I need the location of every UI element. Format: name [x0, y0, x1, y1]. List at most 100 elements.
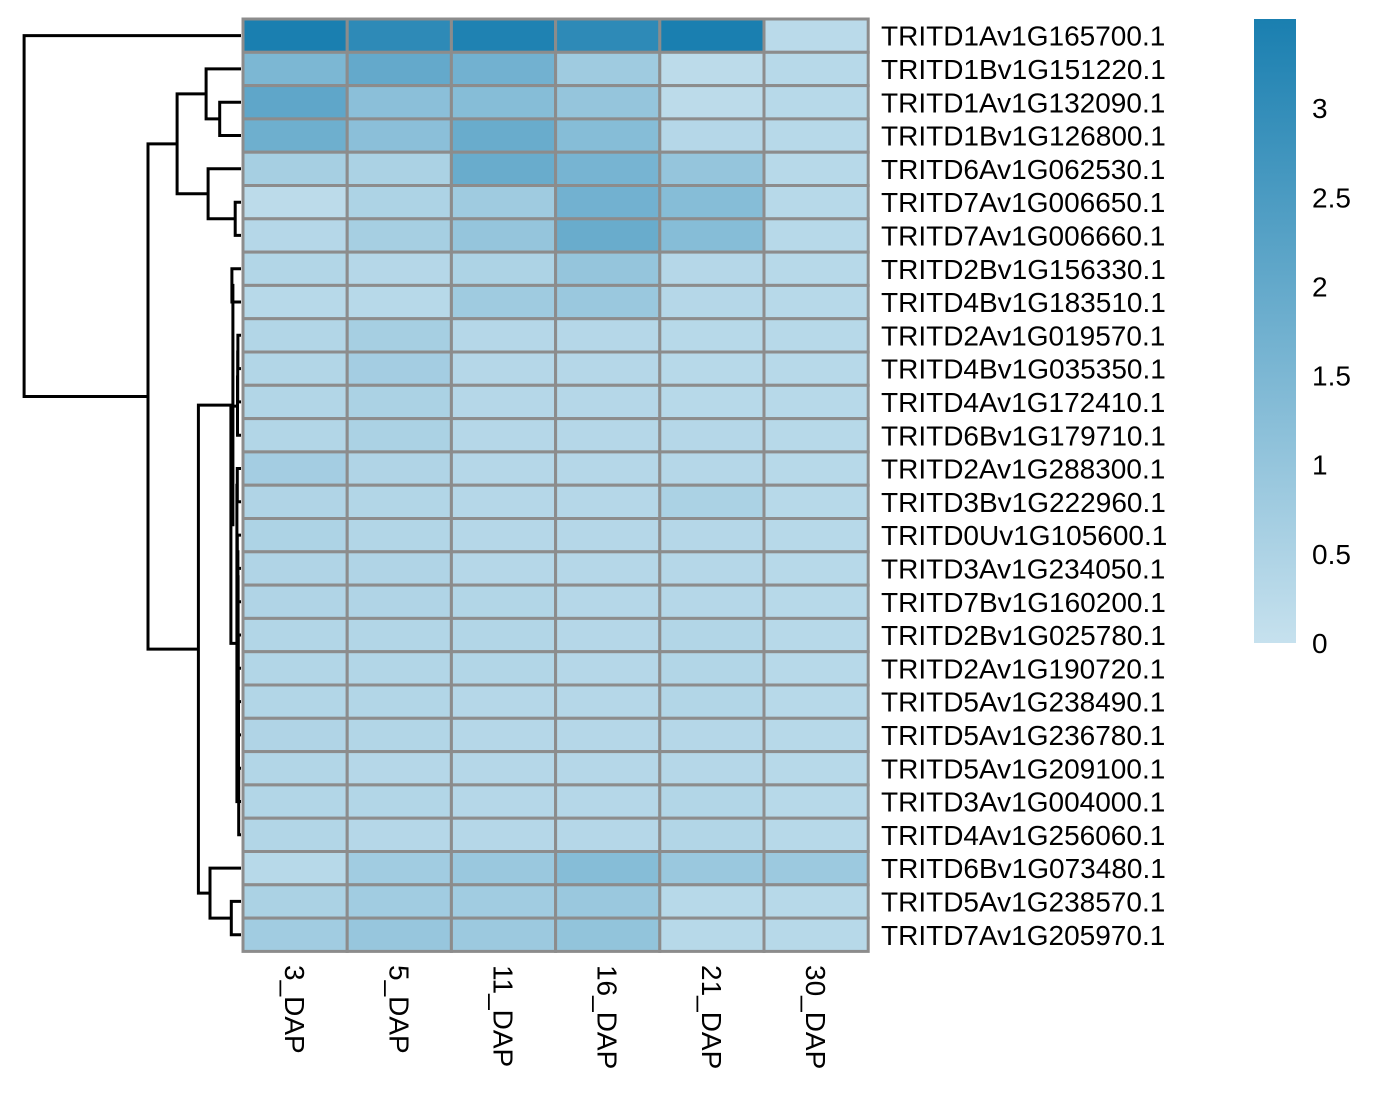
row-label: TRITD3Av1G004000.1 [881, 787, 1165, 818]
heatmap-cell [449, 184, 558, 221]
heatmap-cell [762, 50, 870, 88]
heatmap-cell [762, 850, 870, 887]
heatmap-cell [449, 283, 558, 321]
heatmap-cell [658, 583, 766, 620]
row-label: TRITD7Av1G006660.1 [881, 220, 1165, 251]
heatmap-cell [658, 883, 766, 920]
row-label: TRITD2Bv1G156330.1 [881, 254, 1166, 285]
heatmap-cell [449, 683, 558, 720]
heatmap-cell [345, 916, 453, 953]
row-label: TRITD5Av1G238490.1 [881, 687, 1165, 718]
heatmap-cell [345, 816, 453, 854]
heatmap-cell [762, 683, 870, 720]
heatmap-cell [658, 683, 766, 720]
heatmap-cell [241, 184, 349, 221]
heatmap-cell [658, 350, 766, 387]
heatmap-cell [554, 616, 662, 654]
heatmap-cell [554, 84, 662, 121]
row-label: TRITD6Bv1G179710.1 [881, 420, 1166, 451]
heatmap-cell [345, 383, 453, 421]
heatmap-cell [554, 850, 662, 887]
heatmap-cell [449, 350, 558, 387]
heatmap-cell [241, 683, 349, 720]
heatmap-cell [241, 417, 349, 454]
dendrogram-branches [22, 34, 241, 937]
row-label: TRITD4Av1G172410.1 [881, 387, 1165, 418]
heatmap-cell [554, 450, 662, 487]
legend-tick-label: 0.5 [1312, 539, 1351, 570]
heatmap-cell [658, 916, 766, 953]
heatmap-cell [658, 117, 766, 154]
heatmap-cell [449, 550, 558, 587]
heatmap-cell [345, 17, 453, 54]
row-label: TRITD6Bv1G073480.1 [881, 853, 1166, 884]
heatmap-cell [241, 317, 349, 354]
heatmap-cell [554, 50, 662, 88]
heatmap-cell [345, 883, 453, 920]
row-label: TRITD4Bv1G183510.1 [881, 287, 1166, 318]
color-legend: 0 0.5 1 1.5 2 2.5 3 [1254, 19, 1351, 659]
heatmap-cell [762, 250, 870, 287]
heatmap-cell [762, 716, 870, 754]
heatmap-cell [658, 783, 766, 820]
heatmap-cell [241, 616, 349, 654]
heatmap-cell [554, 716, 662, 754]
heatmap-cell [762, 816, 870, 854]
heatmap-cell [345, 550, 453, 587]
column-labels: 3_DAP 5_DAP 11_DAP 16_DAP 21_DAP 30_DAP [279, 965, 831, 1069]
heatmap-cell [762, 883, 870, 920]
heatmap-cell [241, 850, 349, 887]
heatmap-cell [554, 816, 662, 854]
heatmap-cell [449, 850, 558, 887]
row-label: TRITD3Bv1G222960.1 [881, 487, 1166, 518]
heatmap-cells [241, 17, 870, 953]
heatmap-cell [449, 383, 558, 421]
legend-tick-label: 1 [1312, 450, 1328, 481]
heatmap-cell [241, 750, 349, 787]
heatmap-cell [658, 84, 766, 121]
heatmap-cell [449, 150, 558, 187]
legend-tick-label: 0 [1312, 628, 1328, 659]
heatmap-cell [449, 517, 558, 554]
row-label: TRITD2Av1G019570.1 [881, 320, 1165, 351]
heatmap-cell [241, 84, 349, 121]
heatmap-cell [658, 750, 766, 787]
heatmap-cell [554, 550, 662, 587]
heatmap-cell [241, 783, 349, 820]
heatmap-cell [345, 417, 453, 454]
heatmap-cell [762, 916, 870, 953]
heatmap-cell [241, 217, 349, 254]
heatmap-cell [345, 517, 453, 554]
column-label: 11_DAP [488, 965, 519, 1067]
heatmap-cell [762, 417, 870, 454]
row-label: TRITD4Av1G256060.1 [881, 820, 1165, 851]
heatmap-cell [345, 750, 453, 787]
column-label: 21_DAP [696, 965, 727, 1069]
column-label: 5_DAP [383, 965, 414, 1054]
row-label: TRITD5Av1G236780.1 [881, 720, 1165, 751]
heatmap-cell [762, 450, 870, 487]
heatmap-cell [241, 883, 349, 920]
heatmap-cell [554, 283, 662, 321]
heatmap-cell [241, 650, 349, 687]
heatmap-cell [449, 50, 558, 88]
column-label: 16_DAP [592, 965, 623, 1069]
legend-tick-label: 2 [1312, 271, 1328, 302]
heatmap-cell [241, 17, 349, 54]
heatmap-cell [554, 750, 662, 787]
heatmap-cell [241, 716, 349, 754]
legend-tick-label: 2.5 [1312, 182, 1351, 213]
heatmap-cell [241, 350, 349, 387]
heatmap-cell [449, 417, 558, 454]
heatmap-cell [449, 583, 558, 620]
heatmap-cell [449, 716, 558, 754]
heatmap-cell [658, 417, 766, 454]
heatmap-cell [345, 483, 453, 521]
heatmap-cell [658, 850, 766, 887]
row-label: TRITD1Bv1G126800.1 [881, 121, 1166, 152]
heatmap-cell [345, 50, 453, 88]
heatmap-cell [762, 350, 870, 387]
heatmap-cell [762, 550, 870, 587]
heatmap-cell [658, 483, 766, 521]
